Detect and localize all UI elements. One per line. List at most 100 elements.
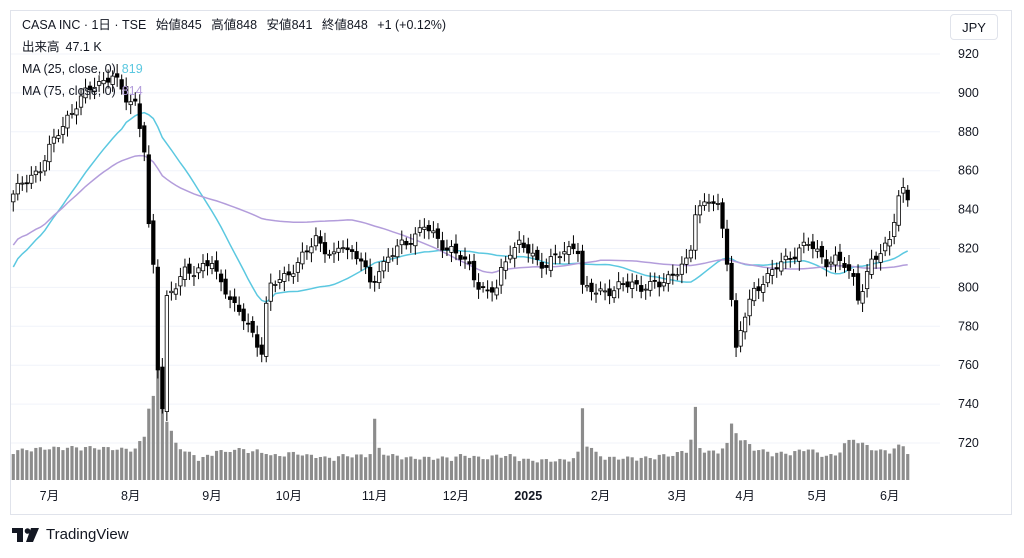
- candle-body: [788, 258, 793, 260]
- volume-bar: [797, 449, 801, 480]
- volume-bar: [635, 460, 639, 480]
- volume-bar: [585, 446, 589, 480]
- volume-bar: [260, 452, 264, 480]
- candle-body: [548, 256, 553, 271]
- volume-bar: [531, 460, 535, 480]
- volume-bar: [56, 447, 61, 480]
- volume-bar: [43, 449, 47, 480]
- volume-bar: [83, 447, 88, 480]
- volume-bar: [359, 454, 363, 480]
- candle-body: [679, 263, 684, 275]
- volume-bar: [644, 456, 648, 480]
- candle-body: [96, 81, 102, 86]
- volume-bars: [11, 362, 910, 480]
- candle-body: [74, 108, 79, 116]
- volume-bar: [214, 450, 219, 480]
- volume-bar: [458, 454, 463, 480]
- candle-body: [178, 276, 183, 287]
- candle-body: [440, 240, 445, 251]
- candle-body: [218, 273, 224, 283]
- candle-body: [887, 239, 892, 247]
- volume-bar: [79, 450, 83, 480]
- volume-bar: [833, 455, 838, 480]
- open-label: 始値: [155, 18, 181, 32]
- volume-bar: [431, 459, 435, 480]
- volume-bar: [314, 457, 318, 480]
- volume-bar: [648, 458, 652, 480]
- volume-bar: [567, 461, 571, 480]
- candle-body: [408, 243, 413, 245]
- volume-bar: [540, 459, 544, 480]
- candle-body: [634, 280, 639, 285]
- volume-bar: [129, 451, 133, 480]
- volume-bar: [345, 456, 350, 480]
- candle-body: [476, 282, 481, 290]
- volume-bar: [870, 450, 874, 480]
- price-tick-label: 920: [958, 47, 979, 61]
- volume-bar: [88, 446, 92, 480]
- candle-body: [616, 281, 621, 290]
- candle-body: [318, 236, 323, 244]
- volume-bar: [842, 443, 847, 480]
- candle-body: [905, 189, 910, 201]
- candle-body: [657, 281, 662, 288]
- volume-legend: 出来高 47.1 K: [22, 39, 102, 55]
- candle-body: [15, 182, 20, 195]
- candle-body: [413, 233, 418, 247]
- volume-bar: [603, 459, 607, 480]
- candle-body: [142, 125, 147, 153]
- time-tick-label: 9月: [202, 489, 221, 503]
- volume-bar: [16, 450, 20, 480]
- candle-body: [349, 249, 355, 252]
- time-tick-label: 6月: [880, 489, 899, 503]
- volume-bar: [111, 450, 115, 480]
- volume-bar: [793, 451, 797, 480]
- volume-bar: [413, 458, 417, 480]
- time-tick-label: 8月: [121, 489, 140, 503]
- currency-button[interactable]: JPY: [950, 14, 998, 40]
- candle-body: [205, 260, 210, 267]
- candle-body: [797, 247, 802, 262]
- close-label: 終値: [321, 18, 347, 32]
- volume-bar: [544, 459, 548, 480]
- chart-frame: [10, 10, 1012, 515]
- volume-bar: [246, 453, 250, 480]
- candle-body: [345, 247, 350, 251]
- candle-body: [214, 260, 219, 272]
- candle-body: [133, 98, 138, 102]
- volume-bar: [607, 456, 612, 480]
- change-value: +1 (+0.12%): [377, 18, 447, 32]
- candle-body: [783, 255, 788, 261]
- tradingview-logo[interactable]: TradingView: [12, 526, 129, 543]
- volume-bar: [865, 444, 869, 480]
- candle-body: [291, 273, 296, 277]
- volume-bar: [720, 448, 725, 480]
- candle-body: [56, 135, 61, 139]
- volume-bar: [549, 461, 553, 480]
- volume-label: 出来高: [22, 40, 60, 54]
- volume-bar: [725, 442, 729, 480]
- volume-bar: [684, 452, 688, 480]
- volume-bar: [25, 450, 29, 480]
- volume-bar: [558, 458, 562, 480]
- candle-body: [83, 87, 88, 99]
- volume-bar: [779, 451, 783, 480]
- candle-body: [151, 220, 156, 265]
- candle-body: [480, 286, 486, 288]
- volume-bar: [52, 446, 56, 480]
- volume-bar: [626, 456, 630, 480]
- high-value: 848: [236, 18, 258, 32]
- candle-body: [309, 246, 314, 254]
- volume-bar: [92, 448, 97, 480]
- volume-bar: [838, 452, 842, 480]
- candle-body: [490, 287, 495, 293]
- volume-bar: [65, 447, 70, 480]
- volume-bar: [824, 455, 829, 480]
- volume-bar: [242, 449, 246, 480]
- candle-body: [47, 143, 52, 163]
- volume-bar: [210, 455, 214, 480]
- candle-body: [128, 101, 133, 106]
- candle-body: [675, 274, 680, 277]
- candle-body: [227, 296, 233, 300]
